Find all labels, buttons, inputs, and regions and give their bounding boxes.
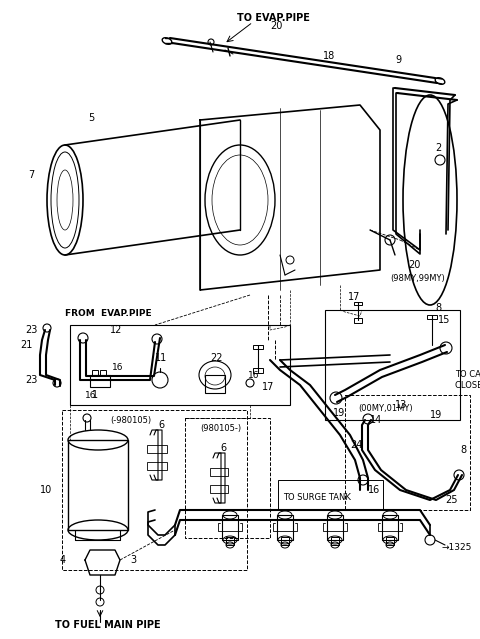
Bar	[210, 468, 228, 476]
Text: TO EVAP.PIPE: TO EVAP.PIPE	[237, 13, 310, 23]
Text: FROM  EVAP.PIPE: FROM EVAP.PIPE	[65, 309, 152, 318]
Text: 2: 2	[435, 143, 441, 153]
Text: 25: 25	[445, 495, 457, 505]
Text: 22: 22	[210, 353, 223, 363]
Text: 16: 16	[368, 485, 380, 495]
Text: 9: 9	[395, 55, 401, 65]
Bar	[382, 515, 398, 540]
Bar	[331, 537, 339, 545]
Text: 18: 18	[323, 51, 335, 61]
Text: 20: 20	[270, 21, 282, 31]
Text: 16: 16	[248, 371, 260, 380]
Bar	[281, 537, 289, 545]
Text: 23: 23	[25, 325, 37, 335]
Bar	[100, 370, 106, 376]
Text: 15: 15	[438, 315, 450, 325]
Text: 6: 6	[220, 443, 226, 453]
Text: 3: 3	[130, 555, 136, 565]
Text: TO CANISTER
CLOSE VALVE: TO CANISTER CLOSE VALVE	[455, 370, 480, 390]
Text: 11: 11	[155, 353, 167, 363]
Bar	[147, 462, 167, 470]
Text: TO SURGE TANK: TO SURGE TANK	[283, 493, 351, 502]
Bar	[278, 480, 383, 510]
Text: 24: 24	[350, 440, 362, 450]
Text: 23: 23	[25, 375, 37, 385]
Bar	[222, 515, 238, 540]
Text: TO FUEL MAIN PIPE: TO FUEL MAIN PIPE	[55, 620, 161, 630]
Bar	[205, 375, 225, 393]
Text: 17: 17	[262, 382, 275, 392]
Bar	[62, 410, 247, 570]
Text: 1: 1	[92, 390, 98, 400]
Bar	[345, 395, 470, 510]
Text: 10: 10	[40, 485, 52, 495]
Text: 20: 20	[408, 260, 420, 270]
Text: (-980105): (-980105)	[110, 415, 151, 424]
Bar	[90, 375, 110, 387]
Bar	[325, 310, 460, 420]
Text: 7: 7	[28, 170, 34, 180]
Bar	[427, 315, 437, 319]
Bar	[354, 302, 362, 305]
Text: 13: 13	[395, 400, 407, 410]
Text: 14: 14	[370, 415, 382, 425]
Bar	[386, 537, 394, 545]
Bar	[327, 515, 343, 540]
Text: (980105-): (980105-)	[200, 424, 241, 433]
Text: →1325: →1325	[442, 544, 472, 553]
Bar	[147, 445, 167, 453]
Bar	[354, 318, 362, 323]
Text: 8: 8	[460, 445, 466, 455]
Text: 16: 16	[85, 390, 96, 399]
Text: (98MY,99MY): (98MY,99MY)	[390, 273, 445, 282]
Text: 4: 4	[60, 555, 66, 565]
Bar	[210, 485, 228, 493]
Text: 6: 6	[158, 420, 164, 430]
Text: 21: 21	[20, 340, 32, 350]
Text: 17: 17	[348, 292, 360, 302]
Bar	[185, 418, 270, 538]
Text: 19: 19	[333, 408, 345, 418]
Text: 5: 5	[88, 113, 94, 123]
Text: 19: 19	[430, 410, 442, 420]
Text: 12: 12	[110, 325, 122, 335]
Bar	[92, 370, 98, 376]
Bar	[253, 345, 263, 349]
Text: 16: 16	[112, 362, 123, 371]
Text: (00MY,01MY): (00MY,01MY)	[358, 403, 413, 413]
Bar	[68, 440, 128, 530]
Bar	[277, 515, 293, 540]
Bar	[70, 325, 290, 405]
Bar	[226, 537, 234, 545]
Text: 8: 8	[435, 303, 441, 313]
Bar	[253, 368, 263, 373]
